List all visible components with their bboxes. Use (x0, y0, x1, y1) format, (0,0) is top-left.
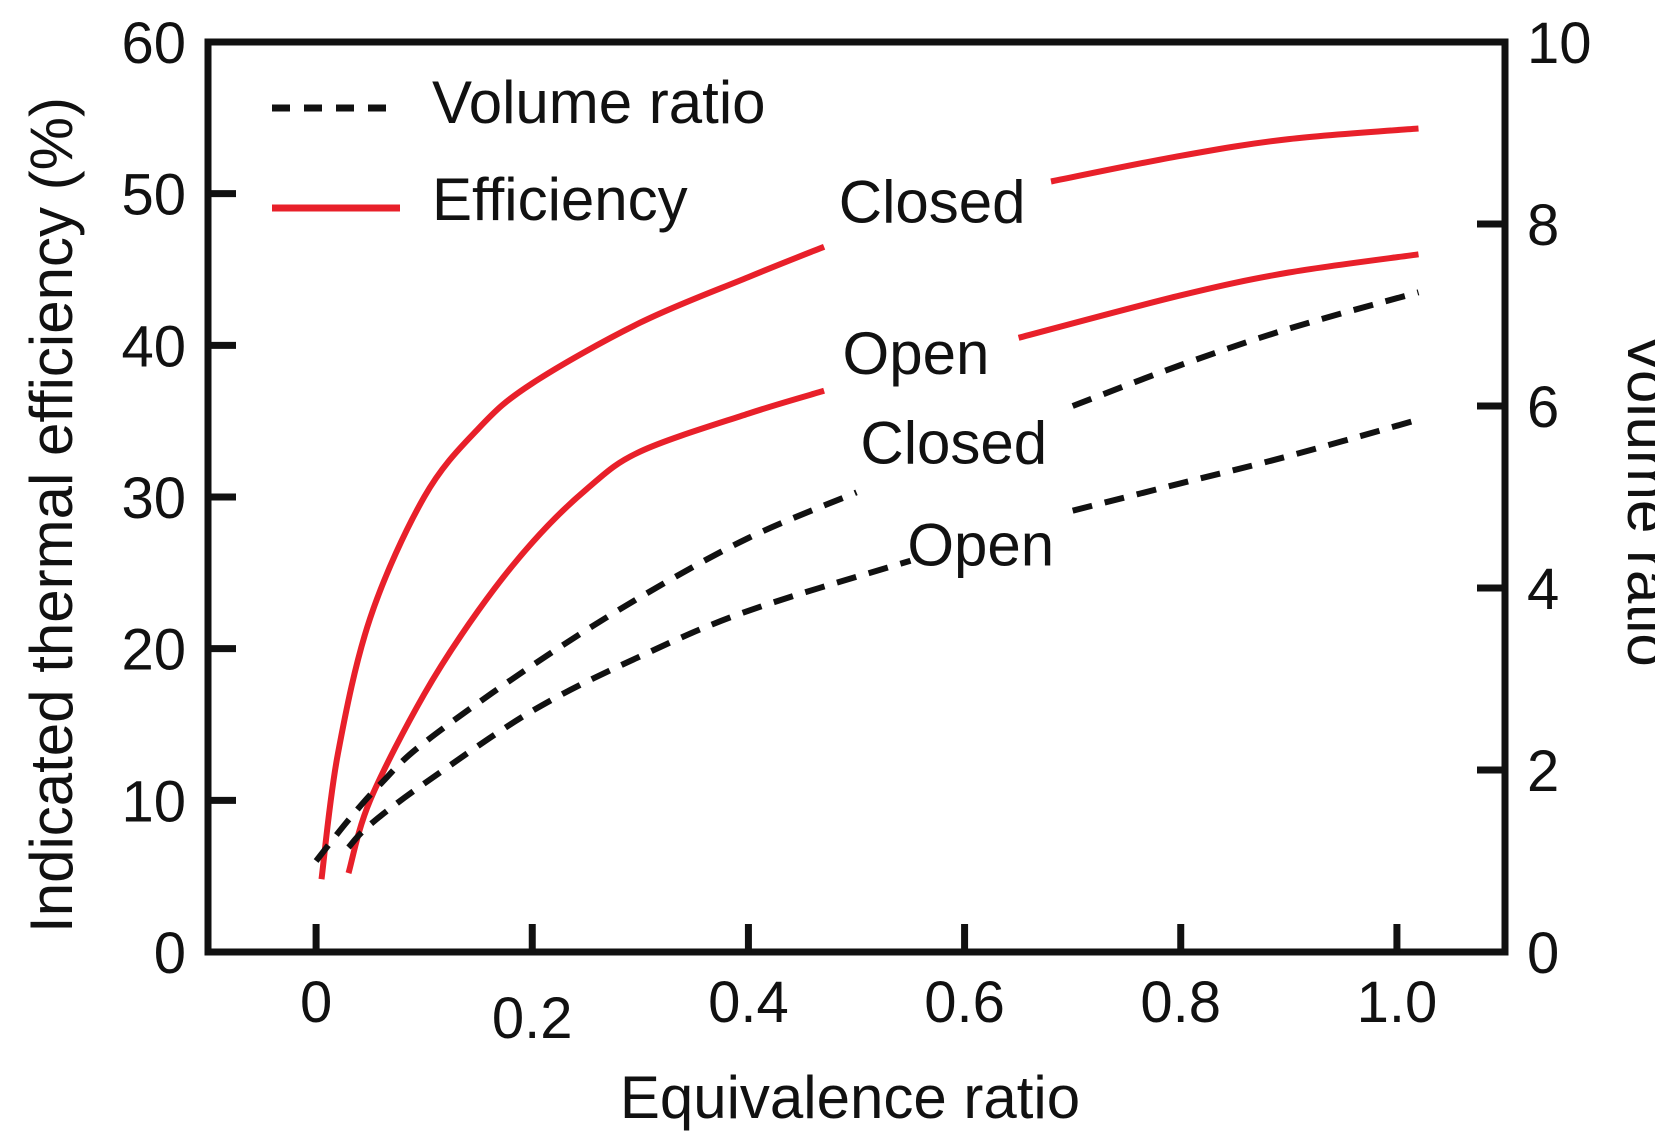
y-axis-title: Indicated thermal efficiency (%) (18, 97, 85, 933)
x-axis-title: Equivalence ratio (620, 1064, 1080, 1131)
x-tick-label: 0.4 (708, 970, 789, 1035)
x-tick-label: 0.2 (492, 986, 573, 1051)
y-tick-label: 10 (121, 769, 186, 834)
axes-layer: 0 0.2 0.4 0.6 0.8 1.0 0 10 20 30 40 50 60 0 2 4 6 8 10 (121, 11, 1591, 1051)
y2-tick-label: 2 (1527, 739, 1559, 804)
x-tick-label: 0.8 (1140, 970, 1221, 1035)
y-tick-label: 40 (121, 314, 186, 379)
y2-tick-label: 8 (1527, 193, 1559, 258)
labels-layer: Closed Open Closed Open (839, 168, 1054, 578)
series-line-efficiency-open (1017, 251, 1419, 341)
curve-label-volume-ratio-closed: Closed (860, 409, 1047, 476)
series-line-volume-ratio-open (346, 557, 912, 850)
legend-label-volume-ratio: Volume ratio (432, 69, 766, 136)
curve-label-efficiency-closed: Closed (839, 168, 1026, 235)
legend: Volume ratio Efficiency (272, 69, 766, 233)
y2-tick-label: 4 (1527, 557, 1559, 622)
series-line-volume-ratio-closed (313, 489, 858, 863)
x-tick-label: 0.6 (924, 970, 1005, 1035)
series-line-volume-ratio-open (1071, 416, 1420, 514)
y-tick-label: 50 (121, 163, 186, 228)
series-line-efficiency-closed (318, 244, 826, 880)
series-line-efficiency-open (345, 387, 825, 874)
legend-label-efficiency: Efficiency (432, 166, 688, 233)
x-tick-label: 1.0 (1357, 970, 1438, 1035)
y-tick-label: 0 (154, 921, 186, 986)
y2-tick-label: 0 (1527, 921, 1559, 986)
x-tick-label: 0 (300, 970, 332, 1035)
y2-tick-label: 10 (1527, 11, 1592, 76)
y2-axis-title: Volume ratio (1615, 333, 1655, 667)
curve-label-volume-ratio-open: Open (907, 511, 1054, 578)
series-line-efficiency-closed (1050, 125, 1419, 185)
y2-tick-label: 6 (1527, 375, 1559, 440)
series-line-volume-ratio-closed (1071, 289, 1420, 409)
y-tick-label: 60 (121, 11, 186, 76)
y-tick-label: 20 (121, 618, 186, 683)
series-layer (313, 125, 1420, 880)
y-tick-label: 30 (121, 466, 186, 531)
curve-label-efficiency-open: Open (843, 320, 990, 387)
